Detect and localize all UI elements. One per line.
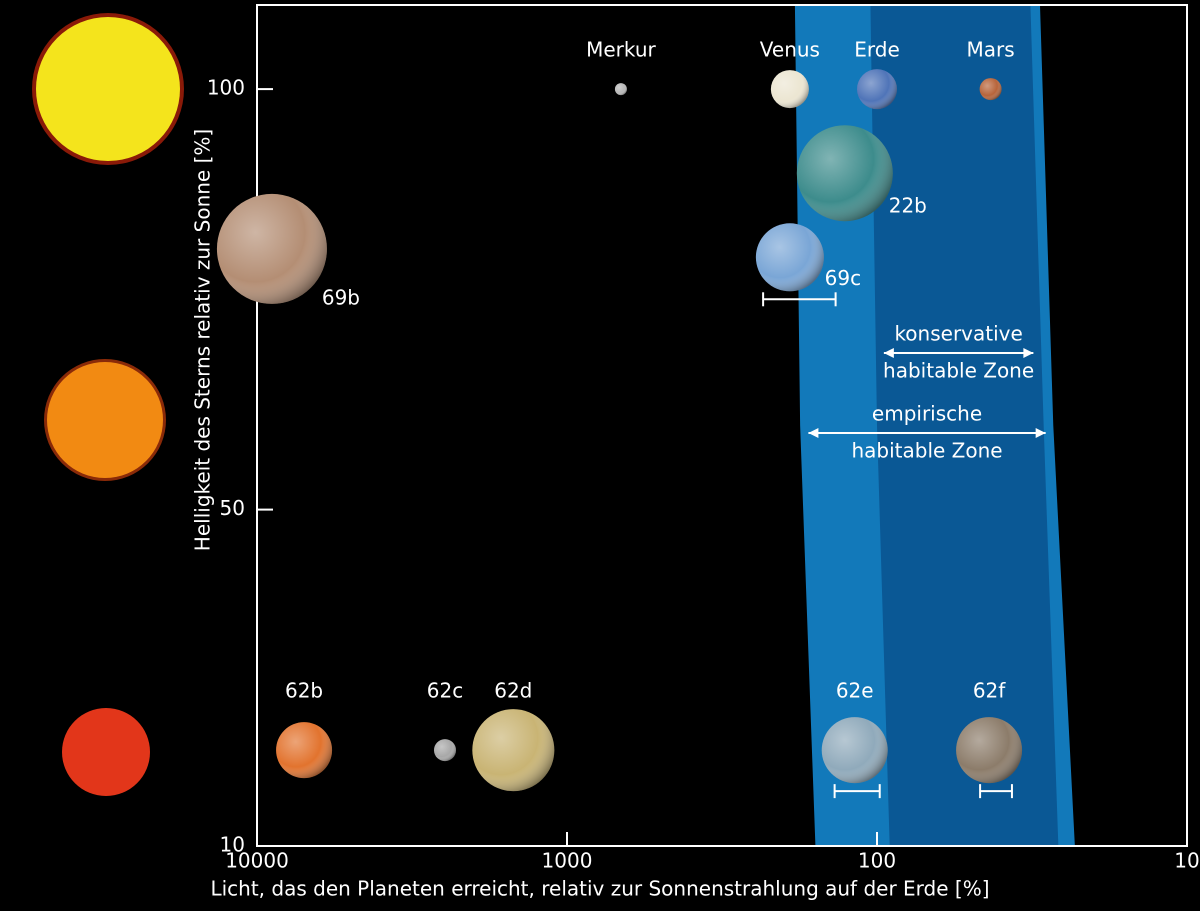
y-axis-label: Helligkeit des Sterns relativ zur Sonne …	[191, 129, 215, 551]
planet-label: Erde	[854, 38, 900, 62]
y-tick-label: 50	[220, 496, 245, 520]
planet-shade	[216, 193, 327, 304]
x-tick-label: 100	[858, 849, 896, 873]
planet-shade	[755, 223, 824, 292]
planet-shade	[956, 717, 1023, 784]
y-tick-label: 100	[207, 76, 245, 100]
orange-star	[47, 362, 163, 478]
red-star	[62, 708, 150, 796]
x-tick-label: 1000	[542, 849, 593, 873]
x-axis-label: Licht, das den Planeten erreicht, relati…	[210, 877, 989, 901]
sun	[36, 17, 180, 161]
planet-shade	[472, 709, 555, 792]
planet-label: Venus	[760, 38, 820, 62]
planet-label: Merkur	[586, 38, 656, 62]
zone-label: habitable Zone	[883, 359, 1034, 383]
arrow-head	[883, 348, 894, 358]
planet-shade	[433, 739, 456, 762]
habitable-zone	[870, 5, 1059, 846]
planet-label: 62f	[973, 679, 1006, 703]
arrow-head	[808, 428, 819, 438]
zone-label: konservative	[894, 322, 1022, 346]
planet-shade	[796, 125, 893, 222]
planet-shade	[614, 83, 627, 96]
planet-label: 62e	[836, 679, 874, 703]
arrow-head	[1035, 428, 1046, 438]
zone-label: habitable Zone	[851, 439, 1002, 463]
plot-frame	[256, 4, 1188, 847]
star-icons	[32, 13, 184, 796]
planet-label: 69c	[825, 266, 861, 290]
planet-shade	[857, 69, 897, 110]
planet-label: 62d	[494, 679, 532, 703]
planet-label: 62c	[427, 679, 463, 703]
x-tick-label: 10000	[225, 849, 289, 873]
planet-shade	[770, 70, 809, 109]
planet-shade	[276, 722, 333, 779]
zone-label: empirische	[872, 402, 982, 426]
planet-shade	[979, 78, 1002, 101]
planet-label: 62b	[285, 679, 323, 703]
planet-label: 69b	[322, 285, 360, 309]
y-tick-label: 10	[220, 833, 245, 857]
x-tick-label: 10	[1174, 849, 1199, 873]
planet-label: 22b	[889, 194, 927, 218]
planet-label: Mars	[967, 38, 1015, 62]
planet-shade	[821, 717, 888, 784]
arrow-head	[1023, 348, 1034, 358]
